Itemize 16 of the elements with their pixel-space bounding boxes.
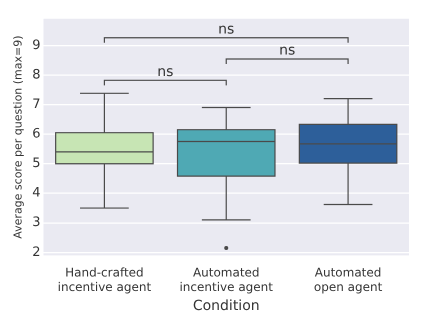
y-tick-label: 3: [32, 215, 40, 230]
y-tick-label: 2: [32, 244, 40, 260]
x-axis-title: Condition: [192, 298, 260, 314]
y-tick-label: 9: [32, 38, 40, 53]
y-axis-title: Average score per question (max=9): [11, 35, 24, 239]
annotation: ns: [218, 21, 234, 38]
y-tick-label: 5: [32, 156, 40, 172]
y-tick-label: 6: [32, 126, 40, 142]
x-tick-label: Automated incentive agent: [179, 266, 274, 294]
y-tick-label: 8: [32, 67, 40, 82]
y-tick-label: 7: [32, 96, 40, 112]
annotation: ns: [279, 42, 296, 59]
x-tick-label: Automated open agent: [314, 266, 383, 294]
x-tick-label: Hand-crafted incentive agent: [58, 266, 152, 294]
y-tick-label: 4: [32, 186, 40, 201]
annotation: ns: [157, 64, 174, 80]
